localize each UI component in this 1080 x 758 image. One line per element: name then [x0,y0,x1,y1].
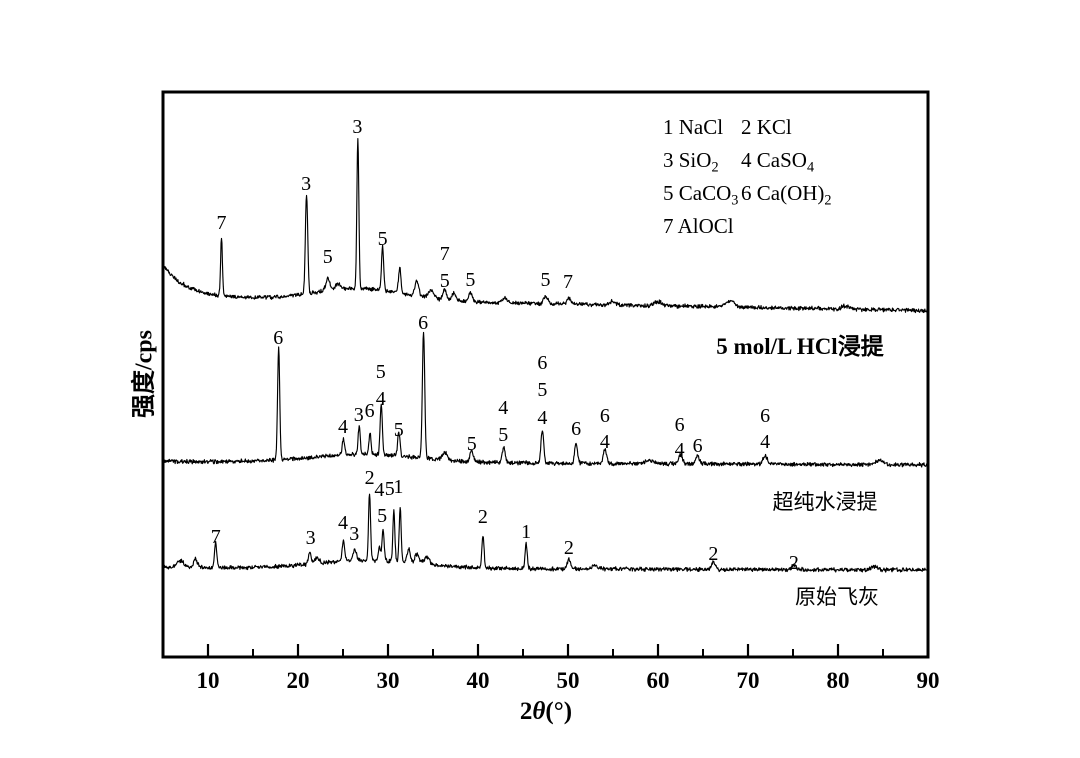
trace-group [164,138,927,573]
peak-label-trace1-6: 6 [600,405,610,427]
peak-label-trace2-4: 4 [338,512,348,534]
x-tick-label-20: 20 [287,668,310,693]
peak-label-trace1-4: 4 [338,416,348,438]
legend-entry-1: 1 NaCl [663,115,724,139]
peak-label-trace2-2: 2 [708,543,718,565]
peak-label-trace1-6: 6 [537,352,547,374]
legend-entry-3: 3 SiO2 [663,148,719,176]
peak-label-trace2-1: 1 [521,521,531,543]
peak-label-trace1-4: 4 [760,431,770,453]
peak-label-trace2-7: 7 [211,526,221,548]
x-title-part: 2 [519,698,533,725]
legend-entry-2: 2 KCl [741,115,792,139]
peak-label-trace0-5: 5 [440,270,450,292]
peak-label-trace2-2: 2 [478,506,488,528]
peak-label-trace1-6: 6 [675,414,685,436]
peak-label-trace2-3: 3 [306,527,316,549]
peak-label-trace0-7: 7 [440,243,450,265]
peak-label-trace1-5: 5 [394,419,404,441]
peak-label-trace1-3: 3 [354,404,364,426]
x-axis-title: 2θ(°) [520,698,572,726]
peak-label-trace1-6: 6 [760,405,770,427]
xrd-trace-2 [164,493,927,573]
peak-label-trace2-2: 2 [365,467,375,489]
x-tick-label-70: 70 [737,668,760,693]
xrd-trace-1 [164,331,927,468]
peak-label-trace2-1: 1 [393,476,403,498]
y-axis-title: 强度/cps [131,329,158,419]
plot-frame [161,90,930,659]
x-tick-label-50: 50 [557,668,580,693]
x-title-part: (°) [545,698,573,725]
peak-label-trace1-6: 6 [418,312,428,334]
peak-label-trace1-6: 6 [693,435,703,457]
peak-label-trace2-5: 5 [385,478,395,500]
peak-label-trace0-3: 3 [301,173,311,195]
series-label-ultrapure-water-leach: 超纯水浸提 [772,490,878,514]
peak-label-trace1-5: 5 [376,361,386,383]
peak-label-trace1-4: 4 [537,407,547,429]
peak-label-trace1-4: 4 [600,431,610,453]
x-title-theta: θ [532,698,546,725]
peak-label-trace0-3: 3 [352,116,362,138]
series-label-raw-fly-ash: 原始飞灰 [795,585,879,609]
x-tick-label-90: 90 [917,668,940,693]
series-label-hcl-leach: 5 mol/L HCl浸提 [716,334,884,359]
peak-label-trace0-5: 5 [378,228,388,250]
peak-label-trace1-5: 5 [498,424,508,446]
peak-label-trace1-4: 4 [376,388,386,410]
x-tick-label-80: 80 [827,668,850,693]
xrd-trace-0 [164,138,927,314]
legend-entry-4: 4 CaSO4 [741,148,815,176]
peak-label-trace2-2: 2 [564,537,574,559]
peak-label-trace1-5: 5 [537,379,547,401]
peak-label-trace1-5: 5 [467,433,477,455]
peak-label-trace1-4: 4 [498,397,508,419]
legend-entry-7: 7 AlOCl [663,214,734,238]
phase-legend: 1 NaCl 2 KCl 3 SiO2 4 CaSO4 5 CaCO3 6 Ca(OH)2… [663,111,832,243]
x-tick-label-60: 60 [647,668,670,693]
peak-label-trace1-6: 6 [365,400,375,422]
peak-label-trace0-7: 7 [563,271,573,293]
peak-label-trace1-4: 4 [675,439,685,461]
peak-label-trace0-7: 7 [217,212,227,234]
peak-label-trace2-5: 5 [377,505,387,527]
peak-label-trace2-2: 2 [789,552,799,574]
legend-entry-5: 5 CaCO3 [663,181,739,209]
peak-label-trace2-3: 3 [349,523,359,545]
peak-label-trace1-6: 6 [273,327,283,349]
legend-entry-6: 6 Ca(OH)2 [741,181,832,209]
x-tick-label-30: 30 [377,668,400,693]
peak-label-trace0-5: 5 [465,269,475,291]
peak-label-trace0-5: 5 [323,246,333,268]
peak-label-trace1-6: 6 [571,418,581,440]
peak-label-trace0-5: 5 [541,269,551,291]
x-tick-label-10: 10 [197,668,220,693]
x-tick-label-40: 40 [467,668,490,693]
peak-label-trace2-4: 4 [374,479,384,501]
